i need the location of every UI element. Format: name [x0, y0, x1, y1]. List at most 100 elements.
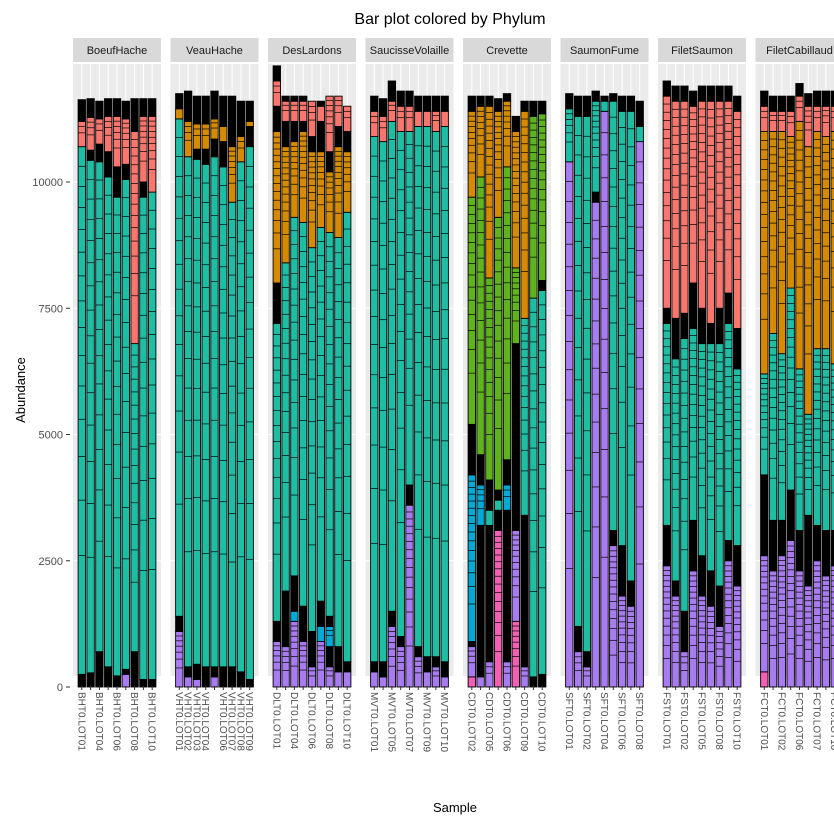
bar-segment-orange: [192, 123, 202, 150]
bar-segment-purple: [476, 676, 485, 688]
bar-segment-black: [680, 610, 689, 653]
bar-segment-purple: [786, 540, 795, 688]
bar-segment-teal: [485, 509, 494, 526]
bar-DLT0.LOT03: [281, 95, 290, 688]
bar-CDT0.LOT02: [467, 95, 476, 688]
y-tick-label: 5000: [39, 430, 63, 442]
bar-segment-black: [192, 663, 202, 680]
bar-segment-black: [77, 673, 86, 688]
bar-segment-black: [511, 343, 520, 531]
bar-segment-black: [210, 666, 219, 678]
bar-segment-blue: [467, 474, 476, 642]
bar-segment-black: [617, 545, 627, 597]
facet-panel-saucissevolaille: SaucisseVolaille MVT0.LOT01 MVT0.LOT05 MVT0…: [365, 38, 454, 752]
bar-segment-black: [582, 95, 592, 117]
x-axis-title: Sample: [433, 800, 477, 815]
bar-segment-green: [494, 216, 503, 491]
bar-segment-purple: [378, 676, 388, 688]
bar-segment-orange: [201, 123, 210, 150]
bar-segment-black: [405, 484, 414, 506]
bar-segment-black: [573, 625, 583, 653]
bar-segment-black: [183, 90, 193, 122]
bar-segment-black: [821, 90, 831, 107]
bar-SFT0.LOT02: [573, 95, 583, 688]
bar-segment-black: [715, 585, 724, 627]
bar-segment-salmon: [795, 95, 804, 122]
bar-segment-black: [210, 138, 219, 158]
facet-strip-label: SaucisseVolaille: [370, 45, 450, 57]
bar-segment-salmon: [760, 105, 769, 132]
bar-segment-black: [175, 615, 184, 632]
bar-segment-black: [786, 95, 795, 112]
bar-BHT0.LOT05: [104, 98, 113, 688]
bar-segment-black: [387, 610, 397, 627]
bar-FST0.LOT07: [706, 85, 715, 688]
bar-segment-black: [334, 646, 343, 673]
bar-segment-purple: [210, 676, 219, 688]
bar-segment-salmon: [290, 100, 299, 122]
x-tick-label: DLT0.LOT01: [270, 692, 281, 749]
bar-segment-black: [201, 666, 210, 688]
bar-FCT0.LOT03: [777, 95, 787, 688]
bar-segment-teal: [130, 343, 139, 653]
bar-segment-black: [290, 575, 299, 612]
bar-segment-teal: [272, 322, 281, 622]
bar-segment-black: [502, 93, 512, 102]
bar-segment-teal: [706, 343, 715, 572]
bar-VHT0.LOT03: [192, 95, 202, 688]
bar-segment-purple: [777, 555, 787, 688]
bar-segment-black: [112, 166, 122, 198]
facet-panel-saumonfume: SaumonFume SFT0.LOT01 SFT0.LOT02 SFT0.LOT04…: [560, 38, 649, 750]
bar-segment-orange: [485, 105, 494, 279]
x-tick-label: FST0.LOT01: [660, 692, 671, 750]
bar-segment-black: [538, 280, 547, 292]
bar-segment-black: [600, 95, 609, 102]
bar-segment-teal: [733, 368, 742, 547]
bar-segment-teal: [387, 120, 397, 612]
bar-segment-black: [104, 98, 113, 117]
bar-VHT0.LOT07: [227, 95, 237, 688]
bar-FCT0.LOT01: [760, 90, 769, 688]
x-tick-label: FCT0.LOT02: [775, 692, 786, 751]
bar-DLT0.LOT10: [343, 105, 352, 688]
bar-segment-teal: [104, 176, 113, 668]
bar-segment-black: [565, 93, 574, 110]
bar-segment-purple: [299, 641, 308, 688]
bar-segment-purple: [626, 605, 636, 688]
bar-FCT0.LOT09: [821, 90, 831, 688]
x-tick-label: FST0.LOT08: [713, 692, 724, 750]
bar-segment-teal: [148, 191, 157, 680]
bar-segment-purple: [183, 676, 193, 688]
bar-BHT0.LOT10: [148, 98, 157, 688]
bar-segment-purple: [617, 595, 627, 688]
bar-segment-purple: [689, 570, 698, 688]
bar-segment-teal: [821, 348, 831, 531]
bar-segment-black: [121, 100, 130, 120]
bar-segment-black: [431, 95, 441, 112]
bar-segment-black: [396, 90, 405, 107]
bar-segment-black: [272, 105, 281, 132]
bar-segment-black: [804, 93, 813, 107]
bar-segment-black: [502, 459, 512, 486]
x-tick-label: BHT0.LOT06: [111, 692, 122, 751]
bar-segment-purple: [370, 671, 379, 688]
bar-segment-black: [325, 615, 334, 627]
bar-SFT0.LOT06: [609, 93, 618, 688]
bar-MVT0.LOT10: [431, 95, 441, 688]
bar-segment-teal: [573, 115, 583, 627]
facet-panel-boeufhache: BoeufHache BHT0.LOT01 BHT0.LOT04 BHT0.LOT06…: [73, 38, 161, 751]
bar-segment-black: [219, 141, 228, 168]
bar-segment-teal: [290, 216, 299, 577]
bar-segment-black: [236, 100, 246, 137]
bar-segment-black: [476, 524, 485, 678]
bar-segment-black: [812, 90, 822, 107]
bar-segment-pink: [467, 676, 476, 688]
bar-segment-black: [671, 580, 680, 597]
bar-segment-black: [680, 85, 689, 102]
bar-SFT0.LOT09: [635, 100, 644, 688]
bar-MVT0.LOT01: [370, 95, 379, 688]
bar-segment-orange: [786, 136, 795, 289]
bar-segment-black: [626, 580, 636, 607]
y-tick-label: 0: [57, 682, 63, 694]
